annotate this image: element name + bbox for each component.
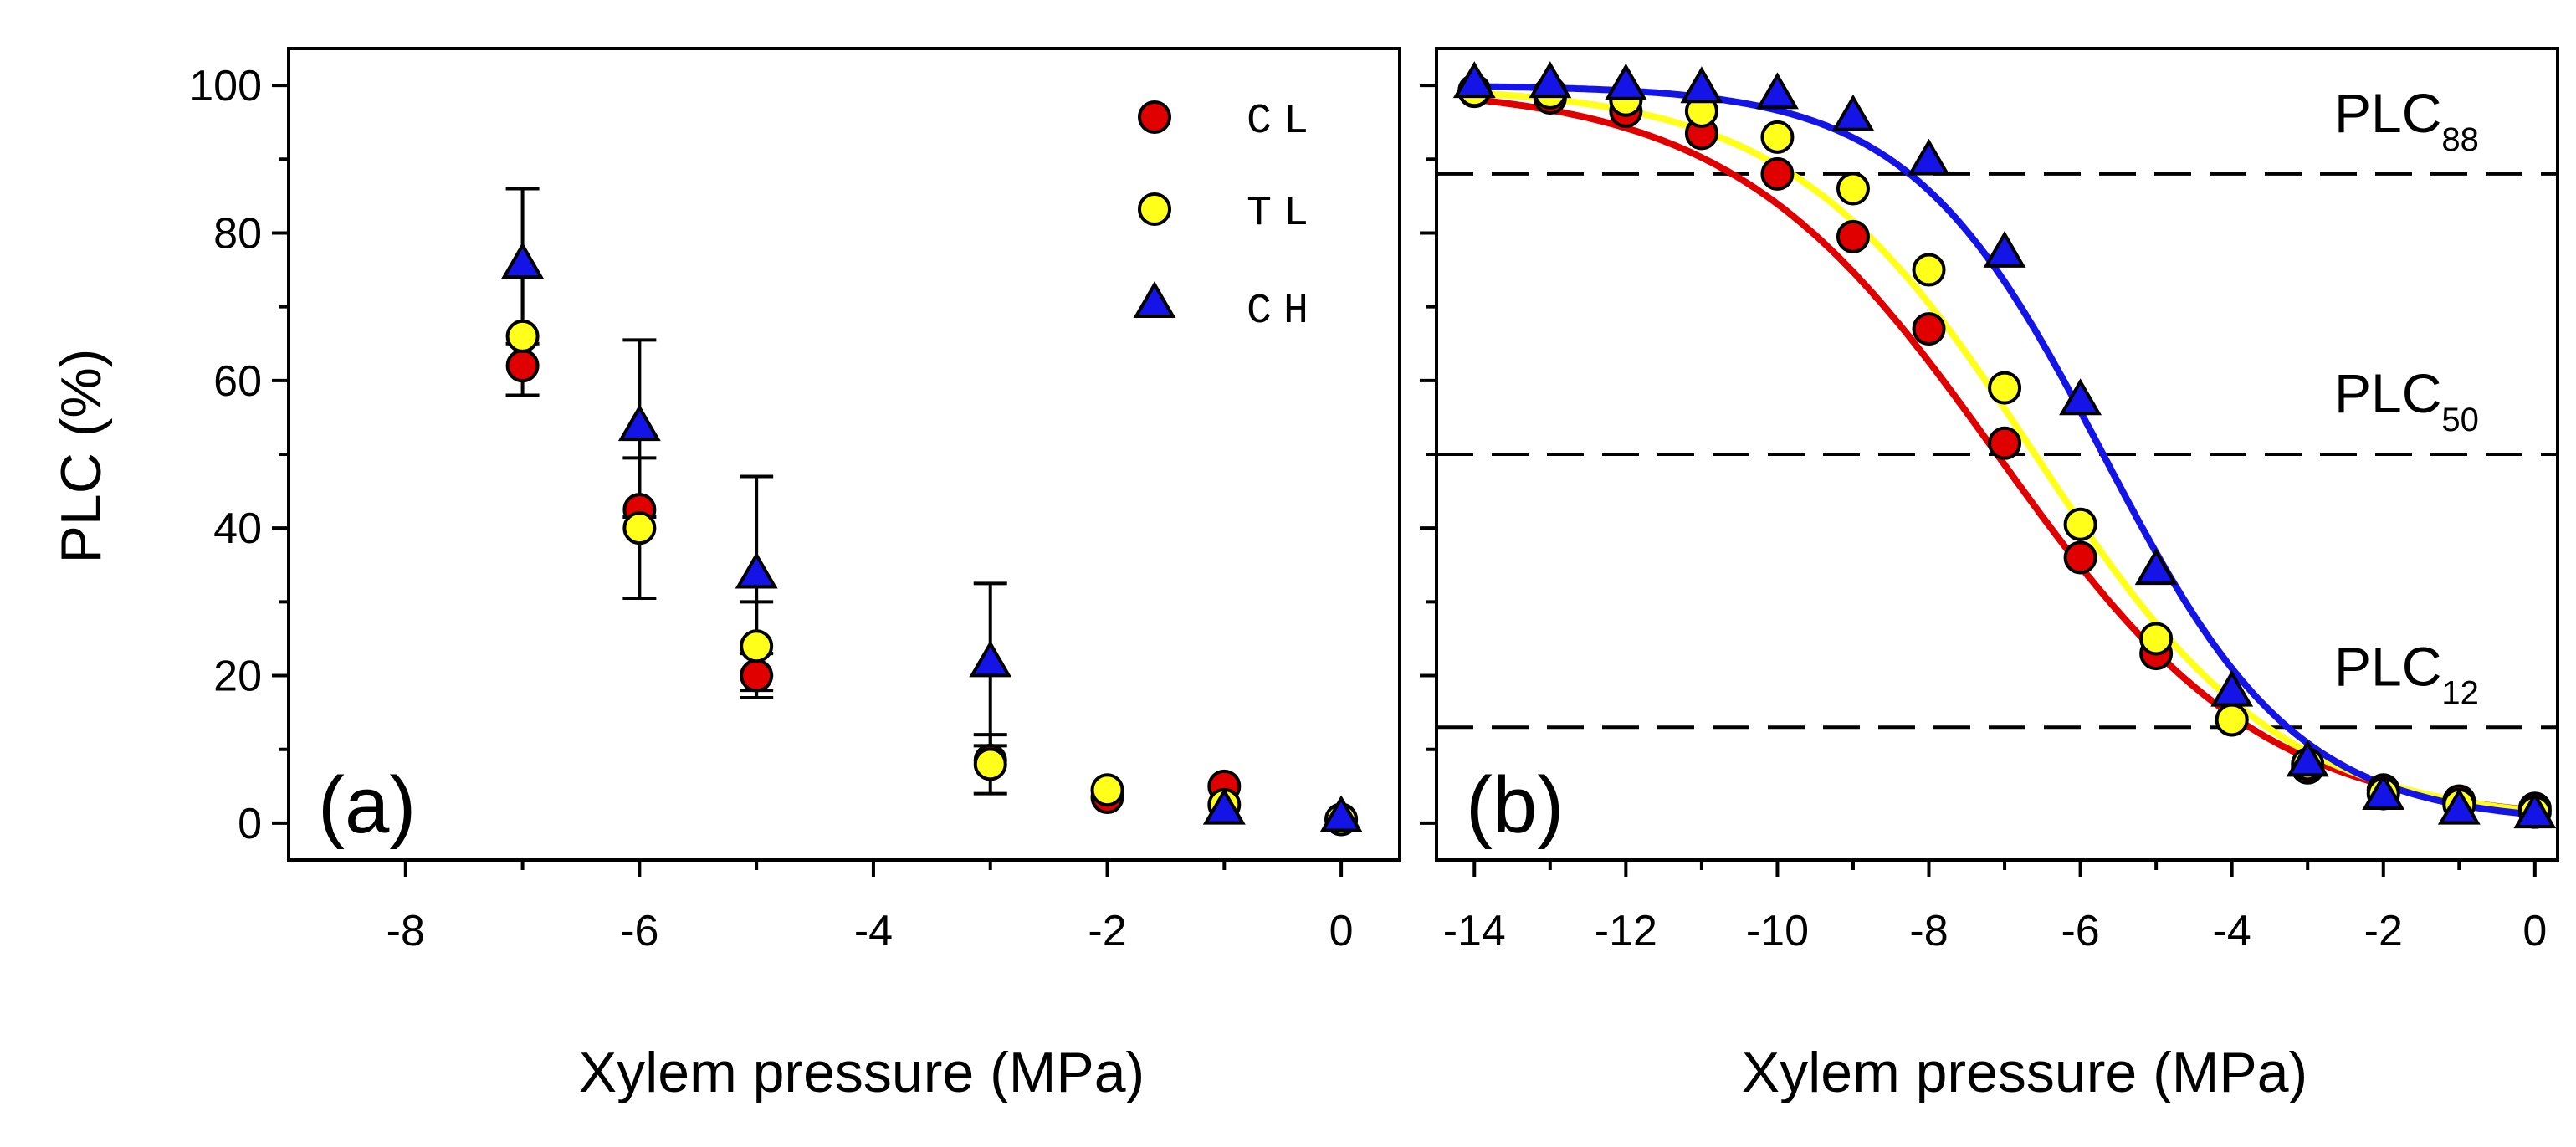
point-a-tl-4 (1090, 773, 1124, 807)
panel-b-markers (1452, 61, 2557, 829)
reference-label-plc88: PLC88 (2334, 82, 2479, 158)
a-x-tick-label-2: -2 (1088, 907, 1126, 955)
point-b-cl-6 (1912, 312, 1946, 346)
point-b-ch-2 (1604, 63, 1647, 100)
legend-label-ch: CH (1247, 288, 1320, 335)
point-b-tl-8 (2063, 507, 2097, 541)
point-b-tl-10 (2215, 703, 2249, 737)
legend-label-tl: TL (1247, 190, 1320, 238)
b-x-tick-label-12: -12 (1595, 907, 1657, 955)
point-a-ch-2 (735, 551, 778, 589)
a-x-tick-label-8: -8 (387, 907, 425, 955)
b-x-tick-label-8: -8 (1909, 907, 1948, 955)
panel-b-label: (b) (1466, 760, 1564, 850)
reference-label-main-plc88: PLC (2334, 82, 2441, 144)
y-tick-label-40: 40 (213, 504, 262, 553)
y-tick-label-0: 0 (238, 800, 262, 848)
reference-label-sub-plc50: 50 (2441, 402, 2479, 438)
point-b-ch-6 (1908, 138, 1950, 176)
y-axis-title: PLC (%) (49, 349, 113, 564)
reference-label-sub-plc88: 88 (2441, 121, 2479, 158)
b-x-tick-label-2: -2 (2364, 907, 2403, 955)
point-a-cl-2 (740, 658, 774, 693)
b-x-tick-label-10: -10 (1746, 907, 1809, 955)
point-b-ch-5 (1831, 94, 1875, 131)
point-b-tl-9 (2139, 622, 2174, 656)
b-x-tick-label-6: -6 (2061, 907, 2099, 955)
point-b-ch-14 (2513, 791, 2557, 829)
a-x-tick-label-0: 0 (1329, 907, 1354, 955)
reference-label-plc50: PLC50 (2334, 362, 2479, 438)
point-a-tl-2 (740, 629, 774, 663)
point-b-cl-4 (1760, 156, 1795, 191)
point-b-ch-0 (1452, 61, 1496, 99)
reference-label-sub-plc12: 12 (2441, 674, 2479, 711)
legend-marker-ch (1133, 281, 1176, 318)
point-b-tl-5 (1836, 172, 1870, 206)
point-b-cl-7 (1988, 426, 2022, 460)
point-a-cl-0 (505, 349, 540, 383)
point-b-ch-4 (1755, 72, 1799, 110)
point-b-ch-12 (2362, 773, 2405, 811)
a-x-tick-label-4: -4 (854, 907, 893, 955)
y-tick-label-80: 80 (213, 209, 262, 258)
point-b-ch-1 (1529, 61, 1572, 99)
legend-marker-cl (1138, 100, 1171, 134)
panel-b-fit-curves (1473, 83, 2536, 818)
y-tick-label-100: 100 (189, 62, 262, 110)
point-b-ch-13 (2437, 787, 2481, 825)
a-x-tick-label-6: -6 (620, 907, 658, 955)
legend-label-cl: CL (1247, 98, 1320, 146)
point-a-ch-4 (1202, 787, 1246, 825)
panel-a-x-axis-title: Xylem pressure (MPa) (579, 1041, 1145, 1104)
panel-a-frame (287, 47, 1401, 862)
point-b-cl-8 (2063, 540, 2097, 575)
panel-a-label: (a) (318, 760, 416, 850)
panel-a-markers (501, 242, 1363, 837)
y-tick-label-60: 60 (213, 357, 262, 406)
point-b-tl-7 (1988, 371, 2022, 405)
panel-b-ticks: -14 -12 -10 -8 -6 -4 -2 0 (1420, 84, 2547, 955)
reference-label-main-plc12: PLC (2334, 635, 2441, 697)
point-a-ch-1 (617, 404, 661, 442)
point-b-ch-9 (2134, 548, 2178, 586)
fit-curve-ch (1474, 83, 2536, 818)
legend-marker-tl (1138, 192, 1171, 226)
point-a-tl-3 (973, 747, 1007, 781)
point-b-ch-11 (2286, 740, 2329, 777)
b-x-tick-label-14: -14 (1443, 907, 1506, 955)
b-x-tick-label-4: -4 (2213, 907, 2251, 955)
panel-a: 0 20 40 60 80 100 -8 -6 -4 -2 0 (a) PLC (%) Xylem … (49, 47, 1401, 1104)
point-b-tl-6 (1912, 253, 1946, 287)
point-a-ch-3 (969, 640, 1012, 678)
point-a-tl-1 (622, 511, 657, 545)
point-a-tl-0 (505, 319, 540, 353)
point-a-ch-0 (501, 242, 545, 279)
point-b-ch-7 (1983, 230, 2026, 268)
point-b-ch-8 (2059, 378, 2102, 416)
legend: CL TL CH (1133, 98, 1320, 335)
point-a-ch-5 (1319, 795, 1363, 832)
reference-label-plc12: PLC12 (2334, 635, 2479, 711)
panel-a-ticks: 0 20 40 60 80 100 -8 -6 -4 -2 0 (189, 62, 1353, 955)
panel-b-x-axis-title: Xylem pressure (MPa) (1742, 1041, 2307, 1104)
point-b-ch-3 (1680, 66, 1723, 104)
panel-a-error-bars (505, 187, 1007, 796)
reference-label-main-plc50: PLC (2334, 362, 2441, 424)
y-tick-label-20: 20 (213, 653, 262, 701)
point-b-tl-4 (1760, 120, 1795, 154)
point-b-cl-5 (1836, 219, 1870, 253)
b-x-tick-label-0: 0 (2522, 907, 2547, 955)
point-b-ch-10 (2210, 669, 2254, 707)
